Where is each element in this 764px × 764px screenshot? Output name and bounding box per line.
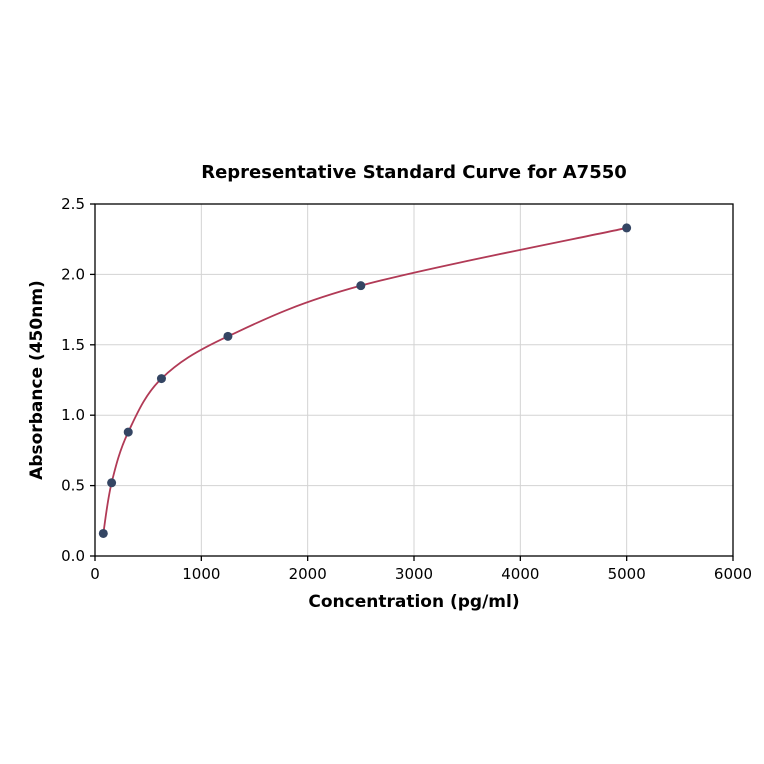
y-tick-label: 2.0	[61, 265, 85, 283]
x-tick-label: 1000	[182, 565, 220, 583]
x-tick-label: 3000	[395, 565, 433, 583]
y-tick-label: 0.5	[61, 477, 85, 495]
y-tick-label: 2.5	[61, 195, 85, 213]
data-point	[223, 331, 233, 341]
y-tick-label: 1.5	[61, 336, 85, 354]
data-point	[107, 478, 117, 488]
x-tick-label: 5000	[608, 565, 646, 583]
y-tick-label: 0.0	[61, 547, 85, 565]
plot-area: 0 1000 2000 3000 4000 5000 6000 0.0 0.5 1.0 1.5 2.0…	[61, 195, 752, 583]
x-tick-label: 0	[90, 565, 100, 583]
data-point	[622, 223, 632, 233]
data-point	[123, 427, 133, 437]
data-point	[356, 281, 366, 291]
y-axis-label: Absorbance (450nm)	[27, 280, 47, 480]
x-tick-label: 2000	[289, 565, 327, 583]
y-tick-label: 1.0	[61, 406, 85, 424]
data-point	[98, 528, 108, 538]
x-axis-label: Concentration (pg/ml)	[308, 592, 519, 612]
x-tick-label: 4000	[501, 565, 539, 583]
chart-title: Representative Standard Curve for A7550	[201, 162, 627, 183]
fit-curve	[102, 227, 627, 534]
data-point	[156, 374, 166, 384]
x-tick-label: 6000	[714, 565, 752, 583]
